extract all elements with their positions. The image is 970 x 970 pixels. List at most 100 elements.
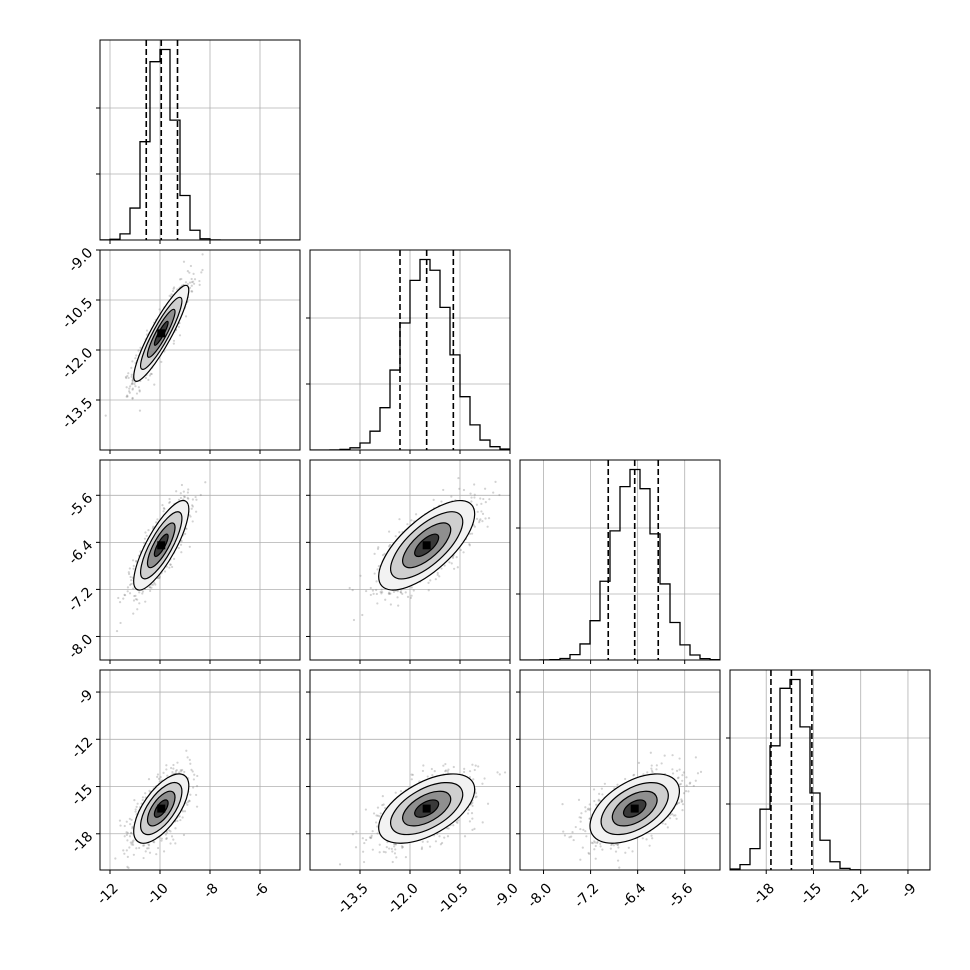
panel-frame — [99, 39, 301, 241]
sample-point — [361, 837, 364, 840]
sample-point — [370, 836, 373, 839]
sample-point — [446, 835, 450, 838]
sample-point — [369, 593, 372, 597]
sample-point — [481, 821, 484, 824]
sample-point — [177, 546, 180, 550]
sample-point — [195, 785, 199, 788]
sample-point — [452, 765, 455, 769]
sample-point — [138, 390, 141, 393]
sample-point — [131, 360, 134, 363]
sample-point — [188, 545, 191, 548]
sample-point — [595, 803, 598, 806]
sample-point — [183, 810, 187, 813]
sample-point — [410, 586, 413, 589]
sample-point — [376, 832, 379, 835]
sample-point — [188, 286, 192, 289]
sample-point — [129, 823, 132, 826]
sample-point — [180, 277, 183, 281]
sample-point — [173, 557, 176, 560]
sample-point — [162, 850, 166, 853]
sample-point — [362, 850, 365, 853]
sample-point — [397, 604, 400, 607]
panel-frame — [519, 459, 721, 661]
sample-point — [473, 483, 476, 486]
sample-point — [594, 857, 597, 860]
panel-frame — [309, 669, 511, 871]
sample-point — [420, 847, 423, 851]
sample-point — [129, 575, 132, 579]
sample-point — [174, 827, 177, 830]
sample-point — [144, 531, 147, 534]
sample-point — [127, 376, 130, 380]
y-tick-label: -9 — [75, 687, 96, 708]
sample-point — [168, 500, 172, 504]
sample-point — [158, 576, 161, 580]
sample-point — [394, 843, 398, 846]
sample-point — [494, 480, 497, 483]
sample-point — [471, 828, 474, 832]
sample-point — [168, 566, 171, 569]
sample-point — [201, 253, 204, 256]
sample-point — [138, 409, 142, 412]
sample-point — [153, 581, 156, 585]
sample-point — [131, 559, 135, 562]
sample-point — [153, 841, 156, 844]
sample-point — [359, 574, 362, 577]
sample-point — [589, 807, 592, 810]
sample-point — [479, 497, 482, 500]
sample-point — [382, 803, 385, 806]
sample-point — [198, 279, 201, 283]
panel-frame — [99, 669, 301, 871]
sample-point — [354, 846, 358, 849]
sample-point — [470, 496, 473, 499]
sample-point — [119, 824, 122, 827]
sample-point — [393, 852, 397, 855]
sample-point — [156, 773, 160, 776]
sample-point — [170, 293, 173, 296]
sample-point — [131, 825, 134, 828]
sample-point — [193, 773, 196, 776]
sample-point — [128, 592, 132, 595]
sample-point — [474, 792, 478, 795]
sample-point — [470, 532, 474, 535]
sample-point — [138, 602, 141, 605]
sample-point — [678, 768, 681, 771]
sample-point — [399, 789, 403, 793]
sample-point — [142, 856, 145, 860]
sample-point — [388, 543, 392, 547]
sample-point — [122, 849, 125, 852]
sample-point — [130, 818, 133, 821]
sample-point — [135, 559, 138, 563]
sample-point — [194, 793, 198, 797]
sample-point — [128, 567, 131, 570]
sample-point — [467, 808, 470, 812]
sample-point — [128, 835, 132, 838]
sample-point — [436, 573, 439, 576]
sample-point — [191, 504, 194, 507]
sample-point — [134, 357, 137, 360]
y-tick-label: -12 — [69, 734, 96, 761]
sample-point — [192, 272, 195, 275]
y-tick-label: -10.5 — [59, 295, 96, 332]
sample-point — [141, 796, 145, 799]
sample-point — [479, 518, 482, 521]
sample-point — [164, 833, 168, 836]
sample-point — [183, 495, 186, 499]
panel-frame — [309, 249, 511, 451]
sample-point — [143, 541, 146, 544]
sample-point — [148, 585, 151, 589]
sample-point — [123, 835, 126, 838]
sample-point — [375, 580, 378, 583]
sample-point — [398, 518, 401, 521]
sample-point — [176, 819, 179, 823]
sample-point — [191, 280, 195, 283]
sample-point — [484, 501, 487, 504]
sample-point — [135, 805, 138, 809]
sample-point — [463, 835, 467, 838]
sample-point — [447, 768, 450, 771]
sample-point — [126, 831, 129, 834]
sample-point — [163, 507, 166, 511]
sample-point — [379, 812, 382, 815]
sample-point — [127, 372, 130, 375]
sample-point — [426, 775, 429, 778]
